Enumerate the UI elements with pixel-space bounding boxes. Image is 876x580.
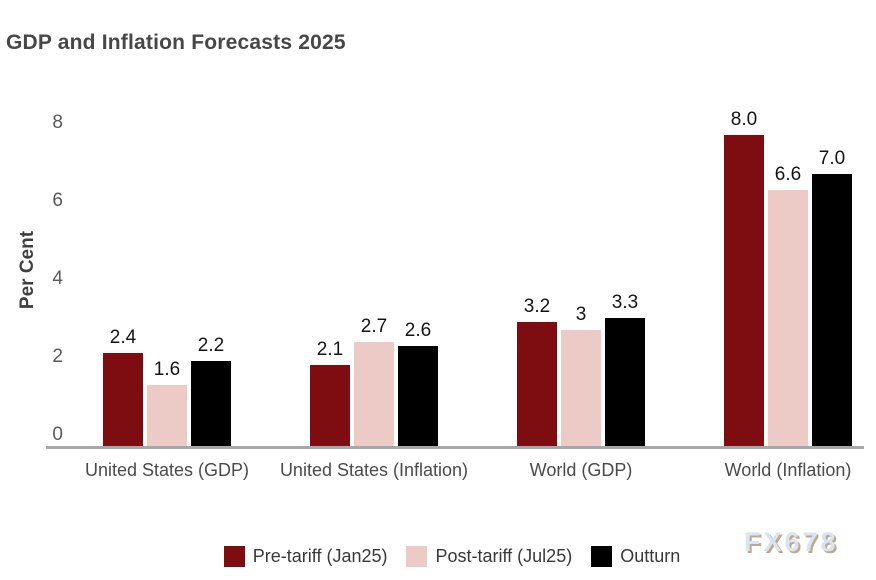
- bar-group: 8.0 6.6 7.0: [724, 109, 852, 447]
- bar-group: 2.1 2.7 2.6: [310, 135, 438, 447]
- y-axis-tick: 0: [52, 424, 63, 445]
- bar-value-label: 3.2: [523, 296, 551, 318]
- y-axis-tick: 6: [52, 190, 63, 211]
- bar-value-label: 2.7: [360, 315, 388, 337]
- legend-item: Outturn: [591, 546, 680, 567]
- legend: Pre-tariff (Jan25) Post-tariff (Jul25) Out…: [14, 546, 876, 567]
- x-axis-category-label: World (Inflation): [724, 460, 852, 480]
- bar: 7.0: [812, 148, 852, 447]
- x-axis-category-label: World (GDP): [529, 460, 633, 480]
- bar: 2.7: [354, 316, 394, 447]
- legend-item: Post-tariff (Jul25): [406, 546, 572, 567]
- bar-group: 3.2 3 3.3: [517, 135, 645, 447]
- bar-value-label: 2.6: [404, 319, 432, 341]
- bar: 6.6: [768, 164, 808, 447]
- watermark: FX678: [744, 527, 839, 557]
- bar-group: 2.4 1.6 2.2: [103, 135, 231, 447]
- legend-item: Pre-tariff (Jan25): [223, 546, 388, 567]
- bar: 3.3: [605, 292, 645, 447]
- legend-label: Outturn: [620, 546, 681, 566]
- x-axis-category-label: United States (GDP): [84, 460, 250, 480]
- legend-label: Post-tariff (Jul25): [435, 546, 573, 566]
- legend-label: Pre-tariff (Jan25): [252, 546, 388, 566]
- bar: 3: [561, 304, 601, 447]
- y-axis-tick: 2: [52, 346, 63, 367]
- chart-title: GDP and Inflation Forecasts 2025: [6, 31, 346, 54]
- bar: 2.1: [310, 339, 350, 447]
- legend-swatch: [591, 546, 613, 567]
- bar-value-label: 2.4: [109, 327, 137, 349]
- bar-value-label: 3: [575, 304, 587, 325]
- bar-value-label: 3.3: [611, 292, 639, 314]
- bar: 2.6: [398, 320, 438, 447]
- bar-value-label: 7.0: [818, 148, 846, 169]
- bar-value-label: 8.0: [730, 109, 758, 130]
- bar-value-label: 2.1: [316, 339, 344, 361]
- x-axis-baseline: [46, 446, 864, 449]
- bar-value-label: 6.6: [774, 163, 802, 185]
- y-axis-tick: 8: [52, 112, 63, 133]
- legend-swatch: [406, 546, 428, 567]
- y-axis-tick: 4: [52, 268, 63, 289]
- bar: 2.4: [103, 327, 143, 447]
- bar: 3.2: [517, 296, 557, 447]
- legend-swatch: [223, 546, 245, 567]
- bar: 1.6: [147, 359, 187, 447]
- bar-value-label: 2.2: [197, 335, 225, 357]
- x-axis-category-label: United States (Inflation): [279, 460, 469, 480]
- bar: 2.2: [191, 335, 231, 447]
- bar: 8.0: [724, 109, 764, 447]
- bar-value-label: 1.6: [153, 358, 181, 380]
